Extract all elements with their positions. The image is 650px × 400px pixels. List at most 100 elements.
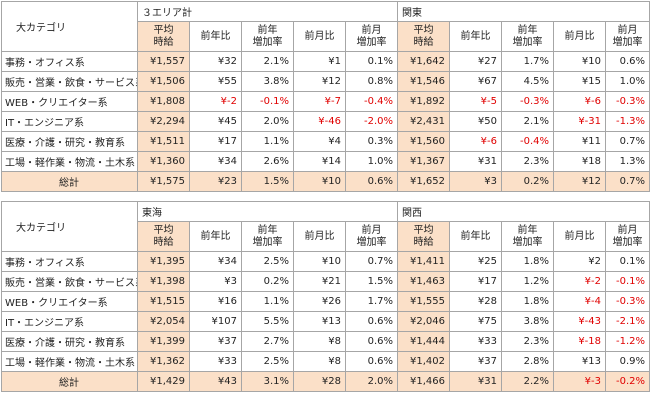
category-header: 大カテゴリ [1,1,138,52]
region-header-row: 大カテゴリ 東海 関西 [1,201,650,252]
total-value-cell: ¥31 [449,371,503,392]
mom-header: 前月比 [293,221,346,252]
value-cell: ¥27 [449,51,503,72]
mom-header: 前月比 [553,221,607,252]
category-cell: 工場・軽作業・物流・土木系 [1,351,138,372]
value-cell: 0.6% [344,351,399,372]
table-row: WEB・クリエイター系 ¥1,808 ¥-2 -0.1% ¥-7 -0.4% ¥1,892 ¥… [1,91,650,112]
value-cell: ¥1,402 [397,351,451,372]
column-header-row: 平均 時給 前年比 前年 増加率 前月比 前月 増加率 平均 時給 前年比 前年 増加率 前月比 前月 増加率 [2,221,650,252]
table-row: IT・エンジニア系 ¥2,294 ¥45 2.0% ¥-46 -2.0% ¥2,431 ¥50… [1,111,650,132]
value-cell: ¥12 [293,71,346,92]
value-cell: 3.8% [501,311,555,332]
table-body: 大カテゴリ ３エリア計 関東 平均 時給 前年比 前年 増加率 前月比 前月 増加率 平均 時給 前年比前… [1,1,650,192]
value-cell: ¥17 [189,131,242,152]
table-row: 事務・オフィス系 ¥1,557 ¥32 2.1% ¥1 0.1% ¥1,642 ¥27 1.7%… [1,51,650,72]
value-cell: ¥2,046 [397,311,451,332]
value-cell: 4.5% [501,71,555,92]
value-cell: ¥2,294 [137,111,190,132]
value-cell: ¥67 [449,71,503,92]
table-row: 販売・営業・飲食・サービス系 ¥1,398 ¥3 0.2% ¥21 1.5% ¥1,463 ¥… [1,271,650,292]
total-value-cell: 2.0% [344,371,399,392]
value-cell: ¥10 [293,251,346,272]
value-cell: 5.5% [241,311,294,332]
value-cell: ¥1,367 [397,151,451,172]
total-value-cell: 0.7% [605,171,650,192]
value-cell: ¥1,395 [137,251,190,272]
value-cell: 1.8% [501,251,555,272]
value-cell: 1.0% [605,71,650,92]
category-cell: 販売・営業・飲食・サービス系 [1,71,138,92]
value-cell: ¥-43 [553,311,607,332]
value-cell: ¥14 [293,151,346,172]
value-cell: 1.8% [501,291,555,312]
total-row: 総計 ¥1,429 ¥43 3.1% ¥28 2.0% ¥1,466 ¥31 2.2% ¥-3 -0… [1,371,650,392]
total-value-cell: ¥1,466 [397,371,451,392]
value-cell: ¥-7 [293,91,346,112]
value-cell: ¥33 [449,331,503,352]
value-cell: ¥2 [553,251,607,272]
value-cell: 1.0% [344,151,399,172]
value-cell: ¥1,546 [397,71,451,92]
value-cell: ¥1,560 [397,131,451,152]
yoy-rate-header: 前年 増加率 [241,21,294,52]
value-cell: ¥1,444 [397,331,451,352]
value-cell: -0.3% [605,291,650,312]
total-value-cell: -0.2% [605,371,650,392]
table-row: 販売・営業・飲食・サービス系 ¥1,506 ¥55 3.8% ¥12 0.8% ¥1,546… [1,71,650,92]
value-cell: ¥21 [293,271,346,292]
value-cell: -2.0% [344,111,399,132]
avg-wage-header: 平均 時給 [137,21,190,52]
category-cell: 工場・軽作業・物流・土木系 [1,151,138,172]
value-cell: ¥28 [449,291,503,312]
value-cell: 2.5% [241,351,294,372]
region-label: 関東 [397,1,650,22]
value-cell: -0.3% [501,91,555,112]
total-value-cell: ¥10 [293,171,346,192]
category-cell: WEB・クリエイター系 [1,91,138,112]
value-cell: ¥8 [293,331,346,352]
value-cell: ¥26 [293,291,346,312]
value-cell: ¥33 [189,351,242,372]
total-value-cell: ¥23 [189,171,242,192]
value-cell: ¥1,463 [397,271,451,292]
value-cell: ¥1,808 [137,91,190,112]
table-row: 工場・軽作業・物流・土木系 ¥1,360 ¥34 2.6% ¥14 1.0% ¥1,367 ¥… [1,151,650,172]
mom-rate-header: 前月 増加率 [344,21,399,52]
value-cell: 1.3% [605,151,650,172]
total-value-cell: 0.6% [344,171,399,192]
value-cell: ¥-31 [553,111,607,132]
avg-wage-header: 平均 時給 [397,221,451,252]
value-cell: -2.1% [605,311,650,332]
value-cell: 0.6% [344,311,399,332]
value-cell: -0.3% [605,91,650,112]
value-cell: ¥13 [553,351,607,372]
value-cell: ¥32 [189,51,242,72]
category-cell: WEB・クリエイター系 [1,291,138,312]
value-cell: 0.2% [241,271,294,292]
value-cell: -0.1% [605,271,650,292]
value-cell: -1.2% [605,331,650,352]
mom-rate-header: 前月 増加率 [344,221,399,252]
value-cell: -1.3% [605,111,650,132]
value-cell: 2.1% [501,111,555,132]
table-row: IT・エンジニア系 ¥2,054 ¥107 5.5% ¥13 0.6% ¥2,046 ¥75 3… [1,311,650,332]
category-header: 大カテゴリ [1,201,138,252]
wage-table-bottom: 大カテゴリ 東海 関西 平均 時給 前年比 前年 増加率 前月比 前月 増加率 平均 時給 前年比 前年 増加… [1,201,650,392]
region-label: 東海 [136,201,399,222]
value-cell: ¥-46 [293,111,346,132]
value-cell: ¥17 [449,271,503,292]
total-value-cell: 0.2% [501,171,555,192]
value-cell: ¥55 [189,71,242,92]
value-cell: ¥13 [293,311,346,332]
category-cell: 事務・オフィス系 [1,51,138,72]
value-cell: 0.8% [344,71,399,92]
category-cell: 医療・介護・研究・教育系 [1,331,138,352]
value-cell: ¥50 [449,111,503,132]
value-cell: ¥18 [553,151,607,172]
value-cell: ¥15 [553,71,607,92]
category-cell: 医療・介護・研究・教育系 [1,131,138,152]
wage-table-top: 大カテゴリ ３エリア計 関東 平均 時給 前年比 前年 増加率 前月比 前月 増加率 平均 時給 前年比前… [1,1,650,192]
table-row: WEB・クリエイター系 ¥1,515 ¥16 1.1% ¥26 1.7% ¥1,555 ¥28… [1,291,650,312]
category-cell: 販売・営業・飲食・サービス系 [1,271,138,292]
